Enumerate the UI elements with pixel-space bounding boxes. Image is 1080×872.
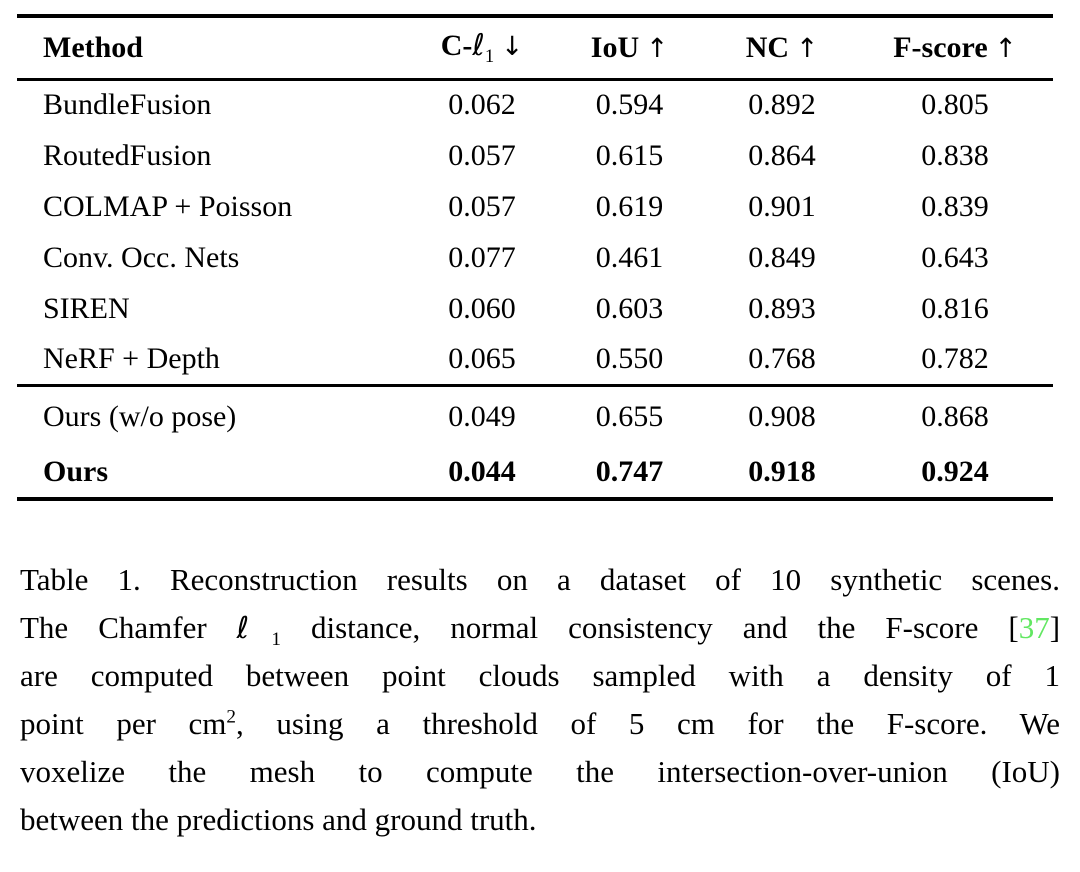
table-row: BundleFusion 0.062 0.594 0.892 0.805: [17, 79, 1053, 130]
method-header-label: Method: [43, 30, 143, 64]
value-cell: 0.839: [921, 189, 989, 223]
caption-text: distance, normal consistency and the F-s…: [280, 610, 1019, 645]
caption-text: , using a threshold of 5 cm for the F-sc…: [236, 706, 1060, 741]
table-row: COLMAP + Poisson 0.057 0.619 0.901 0.839: [17, 181, 1053, 232]
superscript-text: 2: [226, 706, 236, 728]
results-table-body: BundleFusion 0.062 0.594 0.892 0.805 RoutedFu…: [17, 79, 1053, 499]
header-row: Method C-ℓ1 ↓ IoU ↑ NC ↑ F-score ↑: [17, 16, 1053, 81]
table-header: Method C-ℓ1 ↓ IoU ↑ NC ↑ F-score ↑: [17, 16, 1053, 81]
value-cell: 0.901: [748, 189, 816, 223]
table-row: SIREN 0.060 0.603 0.893 0.816: [17, 283, 1053, 334]
caption-text: Table 1. Reconstruction results on a dat…: [20, 562, 1060, 597]
value-cell: 0.849: [748, 240, 816, 274]
nc-header-label: NC: [745, 30, 790, 64]
caption-text: between the predictions and ground truth…: [20, 802, 537, 837]
script-ell-symbol: ℓ: [236, 611, 272, 646]
method-cell: Ours: [43, 455, 109, 488]
value-cell: 0.924: [921, 455, 989, 488]
value-cell: 0.864: [748, 138, 816, 172]
value-cell: 0.060: [448, 291, 516, 325]
value-cell: 0.893: [748, 291, 816, 325]
iou-header-label: IoU: [590, 30, 640, 64]
citation-link[interactable]: 37: [1018, 610, 1050, 645]
method-cell: SIREN: [43, 291, 130, 325]
fscore-header-label: F-score: [893, 30, 988, 64]
caption-line: between the predictions and ground truth…: [20, 796, 1060, 844]
down-arrow-icon: ↓: [501, 30, 524, 62]
caption-line: The Chamfer ℓ1 distance, normal consiste…: [20, 604, 1060, 652]
caption-text: point per cm: [20, 706, 227, 741]
up-arrow-icon: ↑: [994, 32, 1017, 64]
column-header-method: Method: [17, 16, 412, 81]
caption-text: The Chamfer: [20, 610, 237, 645]
method-cell: RoutedFusion: [43, 138, 212, 172]
table-row: Ours 0.044 0.747 0.918 0.924: [17, 447, 1053, 499]
value-cell: 0.655: [552, 383, 707, 447]
value-cell: 0.594: [595, 88, 664, 122]
caption-line: are computed between point clouds sample…: [20, 652, 1060, 700]
caption-line: point per cm2, using a threshold of 5 cm…: [20, 700, 1060, 748]
value-cell: 0.603: [595, 291, 664, 325]
value-cell: 0.065: [448, 341, 516, 375]
table-row: Ours (w/o pose) 0.049 0.655 0.908 0.868: [17, 383, 1053, 447]
value-cell: 0.816: [921, 291, 989, 325]
method-cell: Conv. Occ. Nets: [43, 240, 240, 274]
value-cell: 0.615: [595, 138, 664, 172]
caption-text: ]: [1049, 610, 1061, 645]
value-cell: 0.077: [448, 240, 516, 274]
up-arrow-icon: ↑: [796, 32, 819, 64]
caption-line: Table 1. Reconstruction results on a dat…: [20, 556, 1060, 604]
method-cell: BundleFusion: [43, 88, 212, 122]
table-row: NeRF + Depth 0.065 0.550 0.768 0.782: [17, 334, 1053, 385]
value-cell: 0.908: [707, 383, 857, 447]
value-cell: 0.643: [921, 240, 989, 274]
results-table: Method C-ℓ1 ↓ IoU ↑ NC ↑ F-score ↑ BundleFus…: [17, 14, 1053, 501]
value-cell: 0.619: [595, 189, 664, 223]
up-arrow-icon: ↑: [646, 32, 669, 64]
column-header-fscore: F-score ↑: [857, 16, 1053, 81]
value-cell: 0.768: [748, 341, 816, 375]
method-cell: NeRF + Depth: [43, 341, 220, 375]
column-header-nc: NC ↑: [707, 16, 857, 81]
value-cell: 0.057: [448, 138, 516, 172]
table-row: Conv. Occ. Nets 0.077 0.461 0.849 0.643: [17, 232, 1053, 283]
value-cell: 0.805: [921, 88, 989, 122]
value-cell: 0.062: [448, 88, 516, 122]
value-cell: 0.057: [448, 189, 516, 223]
value-cell: 0.747: [595, 455, 664, 488]
script-ell-symbol: ℓ: [472, 27, 485, 63]
value-cell: 0.550: [595, 341, 664, 375]
value-cell: 0.782: [921, 341, 989, 375]
subscript-text: 1: [271, 629, 281, 651]
caption-text: are computed between point clouds sample…: [20, 658, 1060, 693]
value-cell: 0.044: [448, 455, 516, 488]
chamfer-header-label: C-: [440, 28, 473, 62]
value-cell: 0.461: [595, 240, 664, 274]
value-cell: 0.049: [412, 383, 552, 447]
column-header-iou: IoU ↑: [552, 16, 707, 81]
method-cell: Ours (w/o pose): [17, 383, 412, 447]
caption-line: voxelize the mesh to compute the interse…: [20, 748, 1060, 796]
value-cell: 0.892: [748, 88, 816, 122]
method-cell: COLMAP + Poisson: [43, 189, 293, 223]
table-row: RoutedFusion 0.057 0.615 0.864 0.838: [17, 130, 1053, 181]
table-caption: Table 1. Reconstruction results on a dat…: [20, 556, 1060, 844]
caption-text: voxelize the mesh to compute the interse…: [20, 754, 1060, 789]
column-header-chamfer: C-ℓ1 ↓: [412, 16, 552, 81]
value-cell: 0.868: [857, 383, 1053, 447]
value-cell: 0.838: [921, 138, 989, 172]
subscript-one: 1: [484, 45, 495, 67]
value-cell: 0.918: [748, 455, 816, 488]
